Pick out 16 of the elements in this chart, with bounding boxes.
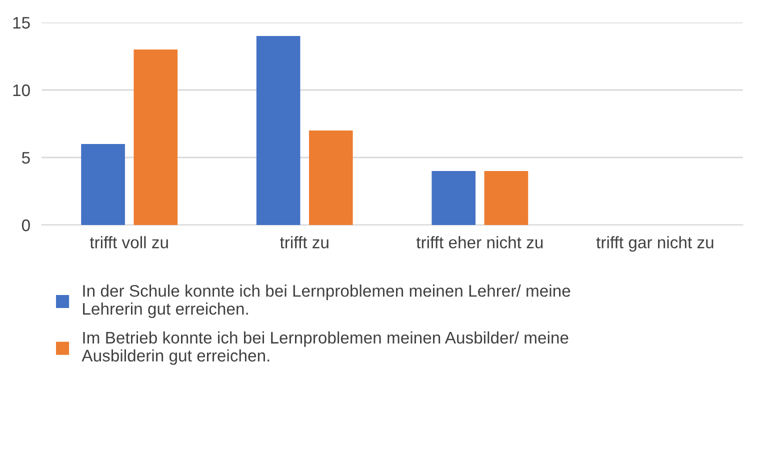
bar: [134, 50, 178, 225]
x-tick-label: trifft zu: [280, 236, 328, 248]
bar: [484, 171, 528, 225]
x-tick-label: trifft gar nicht zu: [596, 236, 714, 252]
y-tick-label: 5: [22, 152, 30, 164]
y-tick-label: 15: [13, 17, 30, 29]
bar: [432, 171, 476, 225]
bar: [256, 36, 300, 225]
y-tick-label: 10: [13, 84, 30, 96]
bar: [309, 130, 353, 225]
x-tick-label: trifft eher nicht zu: [416, 236, 543, 248]
x-tick-label: trifft voll zu: [90, 236, 168, 248]
legend-label: Im Betrieb konnte ich bei Lernproblemen meinen Ausbilder/ meine Ausbilderin gut erreichen.: [82, 331, 568, 365]
y-tick-label: 0: [22, 219, 30, 232]
legend-label: In der Schule konnte ich bei Lernproblemen meinen Lehrer/ meine Lehrerin gut erreichen.: [83, 284, 570, 318]
bar: [81, 144, 125, 225]
